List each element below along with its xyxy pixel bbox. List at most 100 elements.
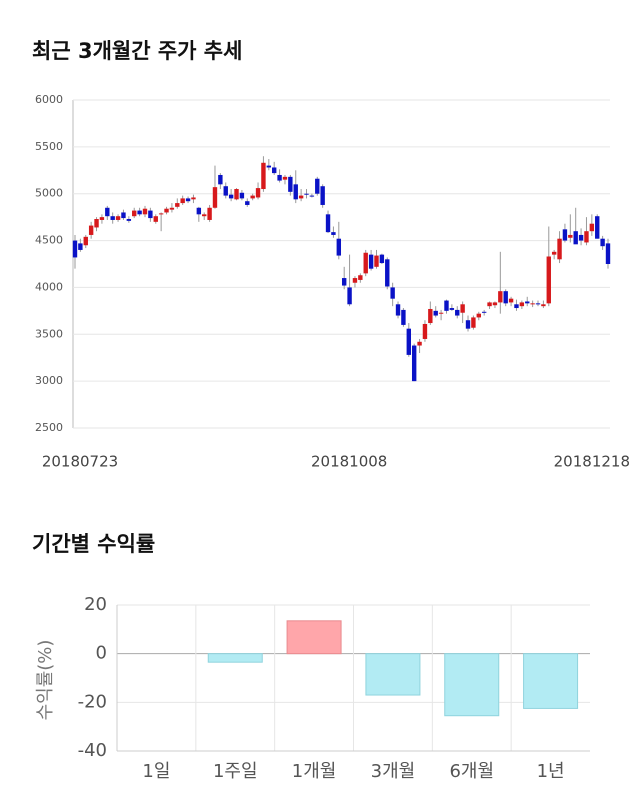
y-tick-label: 5000 bbox=[35, 187, 63, 200]
candle-body bbox=[207, 207, 212, 220]
candle-body bbox=[347, 287, 352, 305]
candle-body bbox=[422, 323, 428, 339]
y-tick-label: 0 bbox=[96, 643, 107, 664]
candle-body bbox=[153, 216, 158, 222]
candle-body bbox=[228, 194, 234, 199]
candle-body bbox=[266, 165, 272, 168]
candle-body bbox=[185, 198, 191, 202]
candle-body bbox=[411, 345, 417, 382]
candle-body bbox=[245, 201, 250, 205]
candle-body bbox=[368, 254, 374, 269]
candle-body bbox=[546, 256, 551, 304]
candle-body bbox=[261, 162, 266, 190]
candle-body bbox=[126, 219, 132, 221]
candle-body bbox=[498, 291, 503, 303]
candle-body bbox=[487, 302, 492, 307]
candle-body bbox=[395, 304, 401, 316]
candle-body bbox=[137, 210, 142, 215]
candle-body bbox=[121, 212, 126, 219]
candle-body bbox=[255, 188, 261, 198]
candle-body bbox=[385, 259, 390, 287]
y-tick-label: 4500 bbox=[35, 234, 63, 247]
y-tick-label: 20 bbox=[84, 594, 107, 615]
y-axis-label: 수익률(%) bbox=[35, 640, 56, 721]
candle-body bbox=[428, 308, 433, 324]
candle-body bbox=[72, 240, 78, 258]
candle-body bbox=[202, 214, 207, 217]
candle-body bbox=[390, 287, 395, 299]
candle-body bbox=[288, 176, 293, 192]
candle-body bbox=[315, 178, 320, 194]
candle-body bbox=[325, 214, 331, 233]
candle-body bbox=[525, 301, 530, 304]
y-tick-label: -20 bbox=[78, 691, 107, 712]
chart-title: 기간별 수익률 bbox=[32, 532, 155, 556]
candle-body bbox=[196, 207, 202, 215]
y-tick-label: 3000 bbox=[35, 374, 63, 387]
candle-body bbox=[320, 186, 325, 205]
candle-body bbox=[444, 300, 449, 311]
bar bbox=[365, 653, 421, 696]
y-tick-label: 5500 bbox=[35, 140, 63, 153]
candle-body bbox=[460, 304, 465, 313]
candle-body bbox=[508, 298, 514, 303]
candle-body bbox=[234, 189, 239, 200]
candle-body bbox=[239, 192, 245, 199]
candle-body bbox=[341, 278, 347, 286]
x-tick-label: 1개월 bbox=[292, 761, 337, 782]
candle-body bbox=[336, 238, 342, 256]
candle-body bbox=[298, 195, 304, 199]
candle-body bbox=[433, 310, 438, 316]
candle-body bbox=[519, 302, 525, 307]
candle-body bbox=[223, 186, 228, 196]
candle-body bbox=[573, 231, 578, 245]
candle-body bbox=[272, 167, 277, 174]
bar bbox=[286, 620, 342, 655]
y-tick-label: 2500 bbox=[35, 421, 63, 434]
x-tick-label: 3개월 bbox=[371, 761, 416, 782]
candle-body bbox=[304, 193, 309, 195]
candle-body bbox=[99, 217, 105, 220]
candle-body bbox=[541, 304, 546, 307]
bar bbox=[523, 653, 579, 709]
candle-body bbox=[471, 317, 476, 328]
candle-body bbox=[476, 313, 481, 318]
candle-body bbox=[212, 187, 218, 208]
x-tick-label: 1년 bbox=[537, 761, 565, 782]
candle-body bbox=[115, 216, 121, 220]
candle-body bbox=[282, 176, 288, 180]
candle-body bbox=[331, 232, 336, 235]
candle-body bbox=[379, 254, 385, 264]
candle-body bbox=[600, 238, 605, 247]
y-tick-label: -40 bbox=[78, 740, 107, 761]
candle-body bbox=[164, 208, 169, 213]
candle-body bbox=[110, 216, 115, 220]
x-tick-label: 20181008 bbox=[311, 453, 387, 471]
candle-body bbox=[358, 275, 363, 280]
x-tick-label: 20180723 bbox=[42, 453, 118, 471]
candle-body bbox=[218, 174, 223, 185]
candle-body bbox=[148, 210, 153, 219]
y-tick-label: 6000 bbox=[35, 93, 63, 106]
candle-body bbox=[401, 309, 406, 325]
y-tick-label: 3500 bbox=[35, 327, 63, 340]
candle-body bbox=[589, 223, 595, 232]
y-tick-label: 4000 bbox=[35, 280, 63, 293]
candle-body bbox=[605, 243, 611, 264]
candle-body bbox=[293, 184, 298, 200]
candle-body bbox=[551, 251, 557, 255]
candle-body bbox=[169, 207, 175, 210]
candle-body bbox=[158, 213, 164, 215]
x-tick-label: 1일 bbox=[142, 761, 170, 782]
candle-body bbox=[94, 219, 99, 228]
candle-body bbox=[465, 320, 471, 329]
candle-body bbox=[406, 328, 411, 355]
candle-body bbox=[142, 208, 148, 215]
x-tick-label: 1주일 bbox=[213, 761, 258, 782]
candle-body bbox=[83, 236, 88, 246]
candle-body bbox=[595, 216, 600, 239]
x-tick-label: 20181218 bbox=[554, 453, 630, 471]
candle-body bbox=[78, 243, 83, 250]
candle-body bbox=[191, 197, 196, 200]
